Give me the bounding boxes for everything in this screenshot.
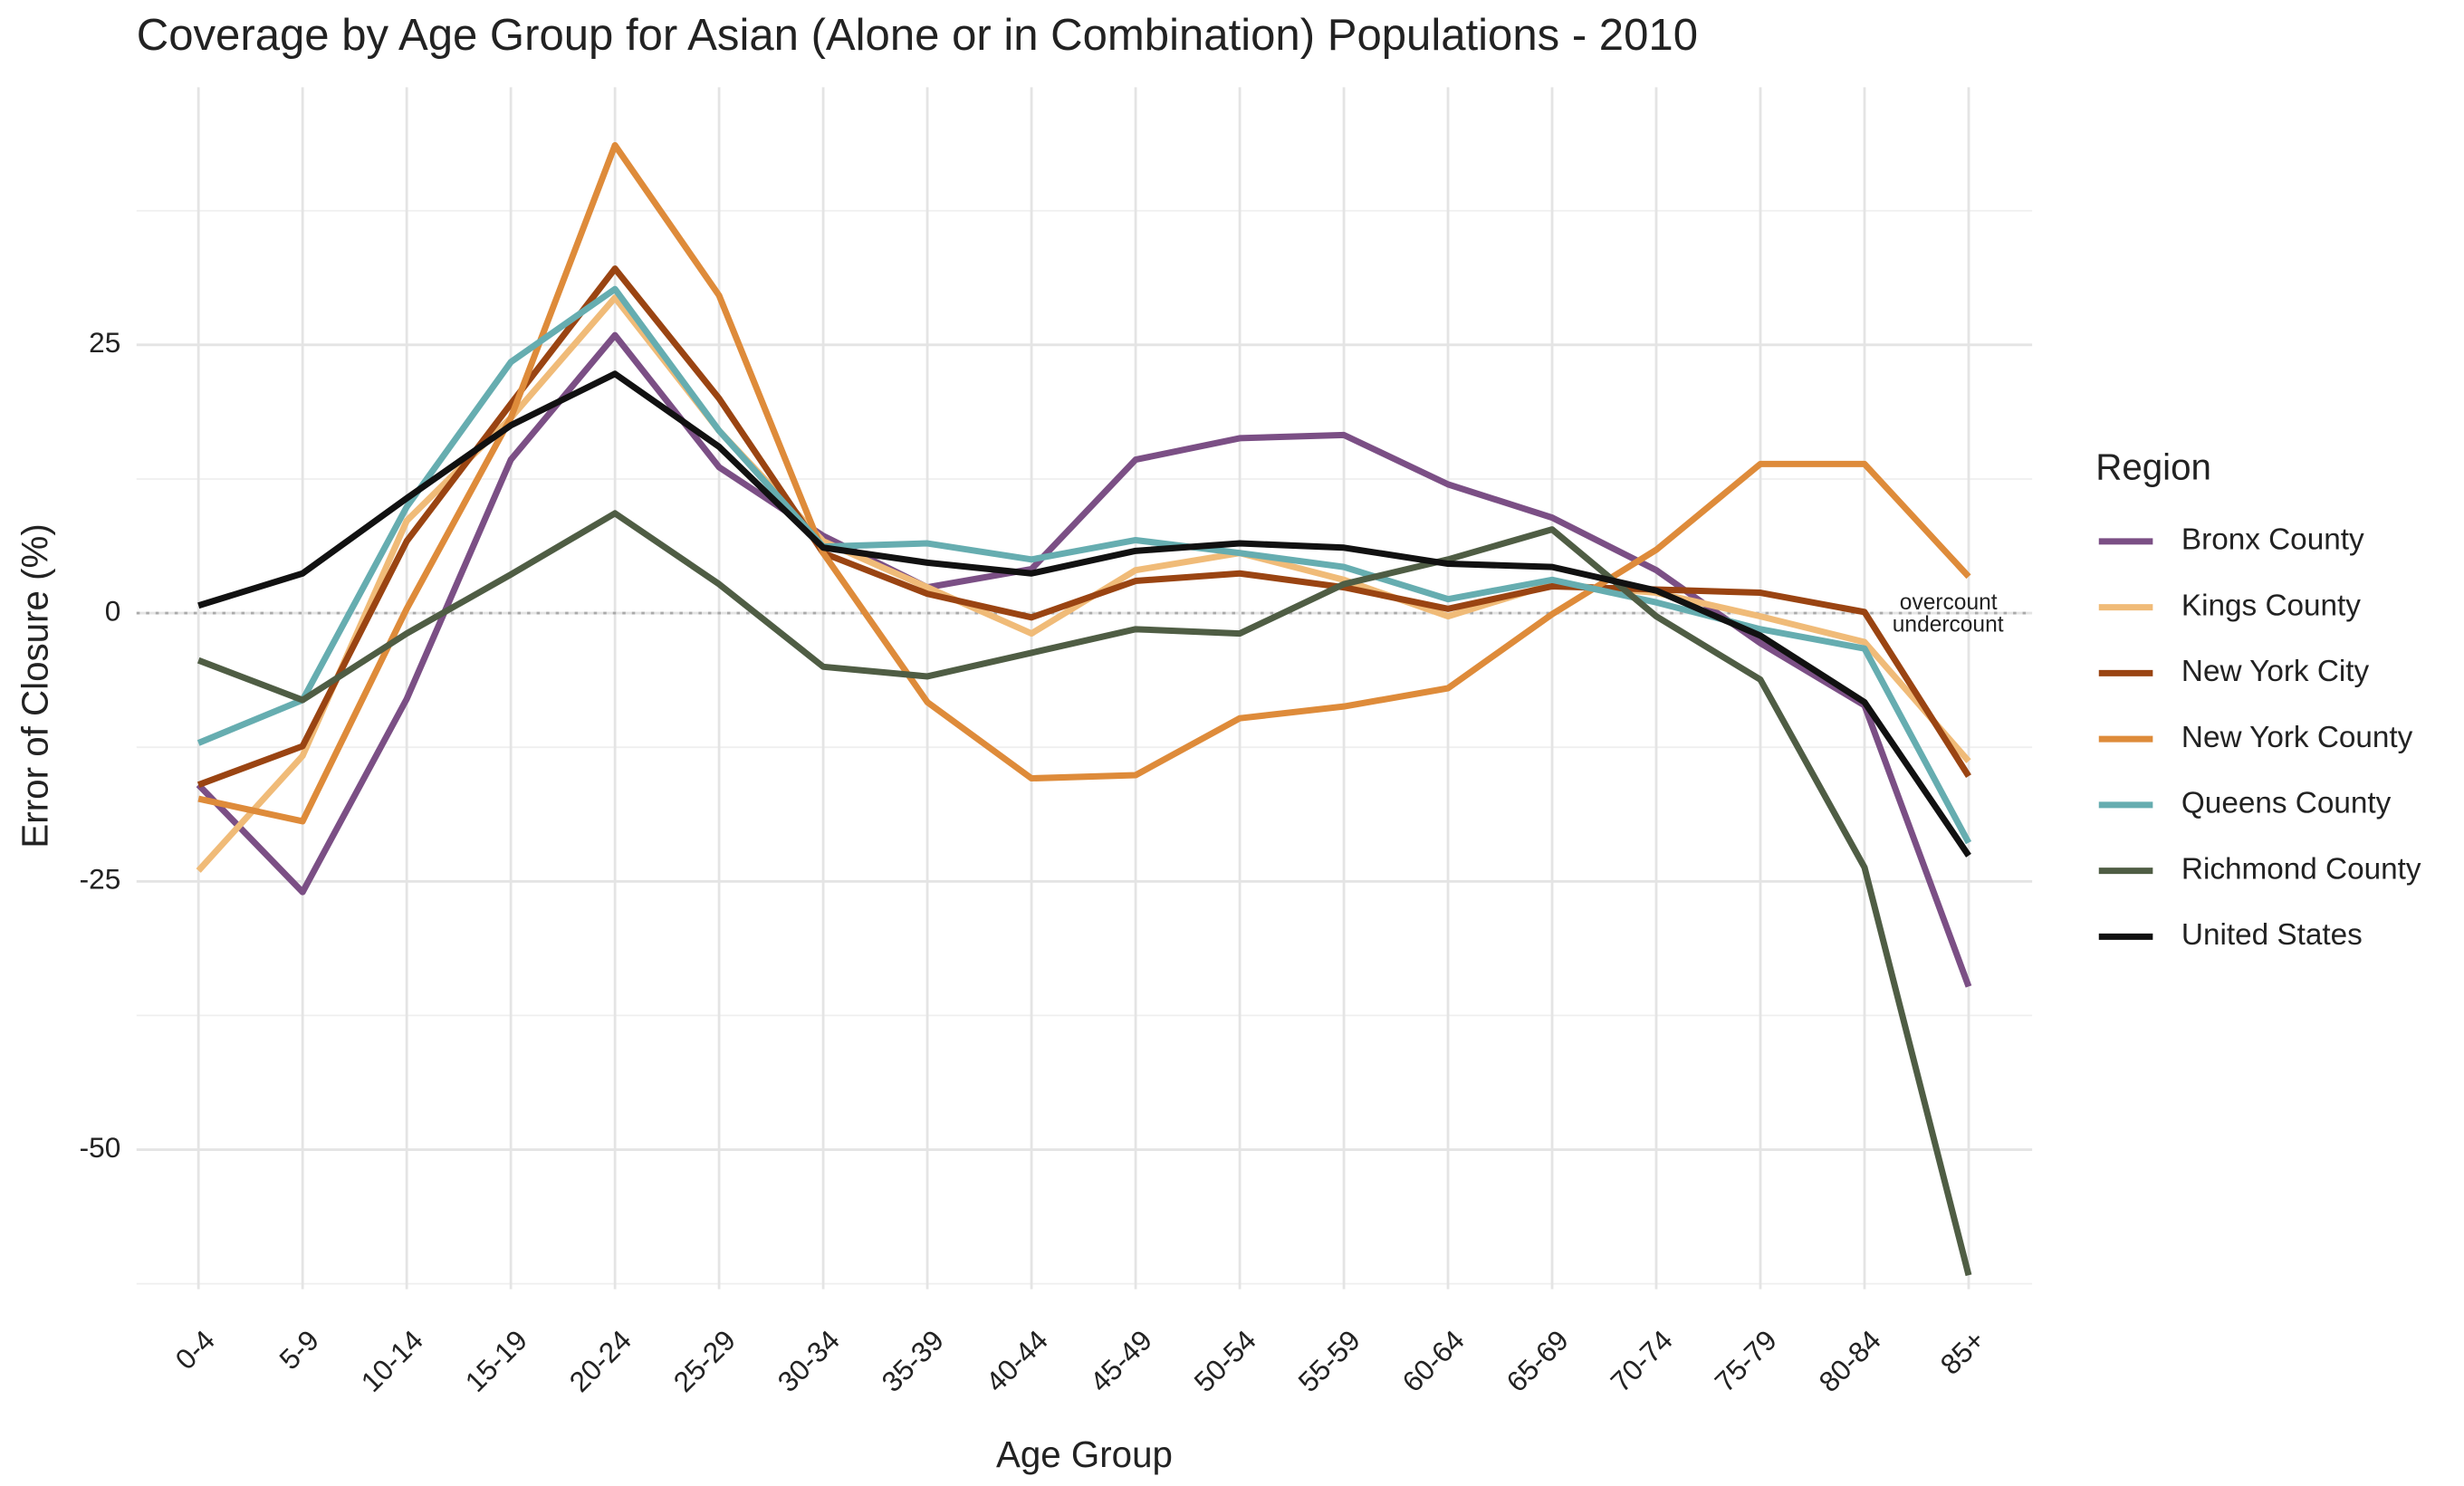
line bbox=[197, 510, 1972, 1277]
x-tick-label: 75-79 bbox=[1708, 1324, 1783, 1399]
x-tick-label: 35-39 bbox=[875, 1324, 950, 1399]
x-tick-label: 0-4 bbox=[168, 1324, 221, 1376]
line bbox=[197, 265, 1971, 788]
line bbox=[197, 141, 1971, 825]
chart-title: Coverage by Age Group for Asian (Alone o… bbox=[137, 11, 1698, 60]
x-tick-label: 10-14 bbox=[354, 1324, 429, 1399]
x-tick-label: 30-34 bbox=[771, 1324, 846, 1399]
legend-label: Bronx County bbox=[2181, 523, 2364, 557]
x-tick-label: 70-74 bbox=[1604, 1324, 1679, 1399]
line bbox=[197, 370, 1971, 858]
line bbox=[196, 294, 1971, 873]
legend-label: Queens County bbox=[2181, 787, 2392, 820]
x-tick-label: 45-49 bbox=[1083, 1324, 1158, 1399]
y-axis-label: Error of Closure (%) bbox=[14, 523, 56, 848]
x-tick-label: 15-19 bbox=[458, 1324, 533, 1399]
x-tick-label: 65-69 bbox=[1500, 1324, 1575, 1399]
x-tick-label: 80-84 bbox=[1812, 1324, 1887, 1399]
annotation: overcount bbox=[1900, 590, 1998, 615]
grid bbox=[136, 87, 2033, 1289]
y-tick-label: -25 bbox=[80, 863, 121, 896]
legend-label: New York County bbox=[2181, 721, 2413, 754]
annotation: undercount bbox=[1893, 613, 2004, 638]
legend-label: United States bbox=[2181, 918, 2363, 952]
x-tick-label: 55-59 bbox=[1291, 1324, 1366, 1399]
y-tick-label: -50 bbox=[80, 1131, 121, 1164]
line bbox=[196, 331, 1972, 988]
legend-label: New York City bbox=[2181, 655, 2370, 688]
legend-label: Kings County bbox=[2181, 589, 2361, 622]
x-tick-label: 50-54 bbox=[1187, 1324, 1262, 1399]
x-axis-label: Age Group bbox=[996, 1433, 1173, 1475]
x-tick-label: 5-9 bbox=[273, 1324, 325, 1376]
x-tick-label: 60-64 bbox=[1395, 1324, 1471, 1399]
x-tick-label: 20-24 bbox=[562, 1324, 638, 1399]
y-tick-label: 25 bbox=[89, 326, 120, 359]
y-tick-label: 0 bbox=[105, 594, 121, 627]
x-tick-label: 85+ bbox=[1934, 1324, 1991, 1381]
legend-label: Richmond County bbox=[2181, 852, 2421, 886]
x-tick-label: 40-44 bbox=[979, 1324, 1054, 1399]
x-tick-label: 25-29 bbox=[666, 1324, 742, 1399]
line bbox=[197, 285, 1972, 845]
legend-title: Region bbox=[2095, 446, 2211, 488]
